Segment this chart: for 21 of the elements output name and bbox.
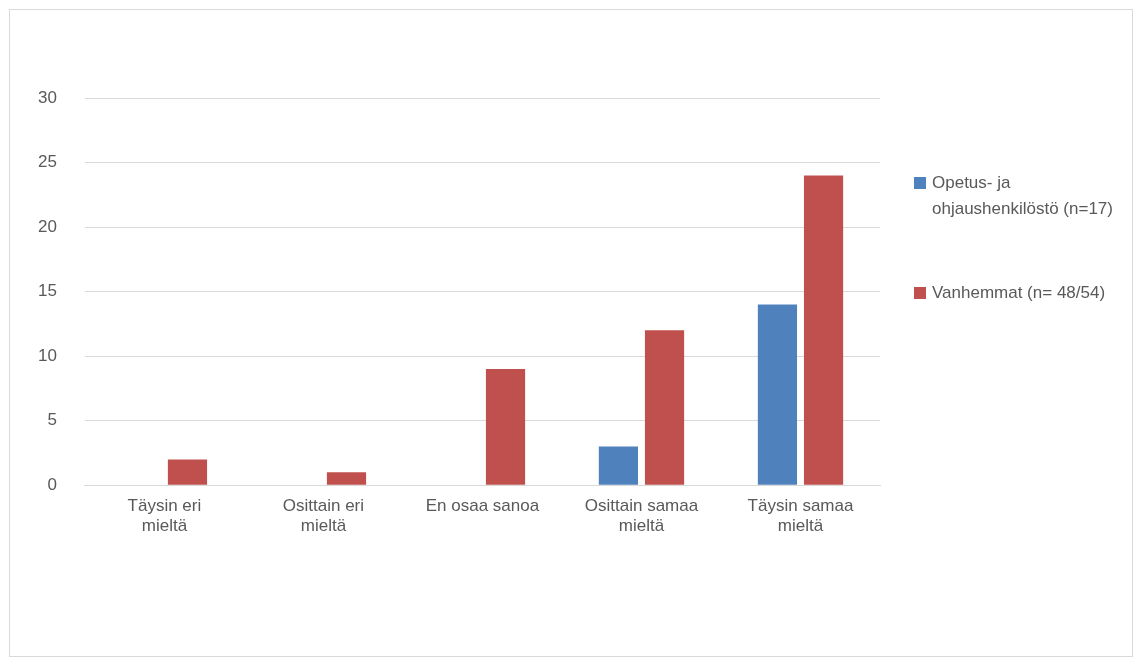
y-tick-label: 5 [47, 410, 57, 430]
x-tick-label: Täysin samaa mieltä [747, 496, 854, 536]
bar [326, 472, 367, 485]
bar [167, 459, 208, 485]
legend-label: Vanhemmat (n= 48/54) [932, 282, 1106, 304]
y-tick-label: 15 [37, 281, 57, 301]
bar [644, 330, 685, 485]
y-tick-label: 30 [37, 87, 57, 107]
y-tick-label: 0 [47, 474, 57, 494]
x-tick-label: Täysin eri mieltä [127, 496, 202, 536]
x-tick-label: En osaa sanoa [425, 496, 540, 516]
legend-label: Opetus- ja ohjaushenkilöstö (n=17) [932, 172, 1114, 220]
y-tick-label: 20 [37, 216, 57, 236]
bar [757, 304, 798, 485]
bar [485, 369, 526, 485]
x-tick-label: Osittain eri mieltä [282, 496, 365, 536]
y-tick-label: 10 [37, 345, 57, 365]
bar [598, 446, 639, 485]
y-tick-label: 25 [37, 152, 57, 172]
bar [803, 175, 844, 485]
x-tick-label: Osittain samaa mieltä [584, 496, 699, 536]
